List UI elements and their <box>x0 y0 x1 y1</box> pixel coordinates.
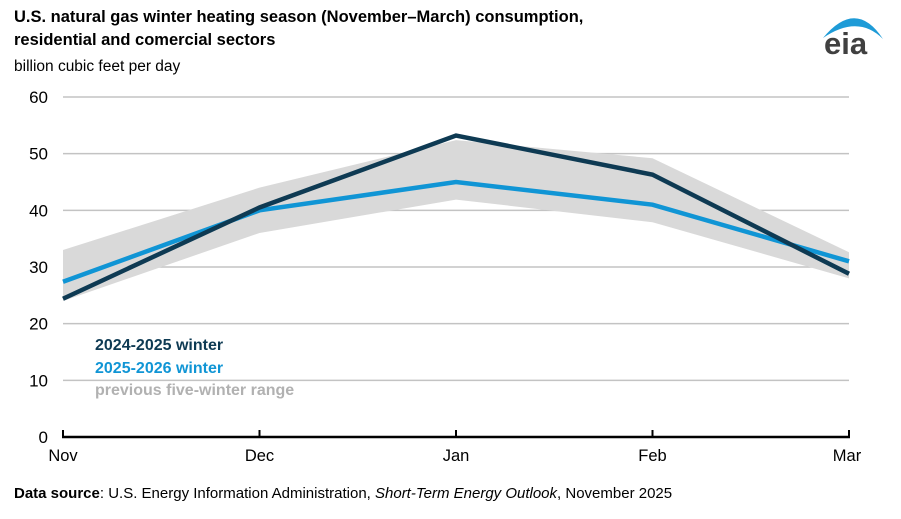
legend-item-five-winter-range: previous five-winter range <box>95 382 295 399</box>
data-source-publication: Short-Term Energy Outlook <box>375 485 558 502</box>
y-axis-label-50: 50 <box>29 145 48 164</box>
chart-title-line2: residential and comercial sectors <box>14 31 276 49</box>
x-axis-label-mar: Mar <box>833 447 862 465</box>
chart-title: U.S. natural gas winter heating season (… <box>14 6 804 52</box>
x-axis-label-jan: Jan <box>443 447 470 465</box>
x-axis-label-feb: Feb <box>638 447 666 465</box>
range-band-previous-five-winter-range <box>63 140 849 301</box>
y-axis-label-30: 30 <box>29 258 48 277</box>
data-source-label: Data source <box>14 485 100 502</box>
x-axis-label-nov: Nov <box>48 447 78 465</box>
chart-units-label: billion cubic feet per day <box>14 58 181 75</box>
data-source-text: : U.S. Energy Information Administration… <box>99 485 375 502</box>
data-source-date: , November 2025 <box>557 485 673 502</box>
eia-logo: eia <box>823 18 883 57</box>
series-line-2025-2026-winter <box>62 179 850 284</box>
eia-logo-swoosh-icon <box>823 18 883 39</box>
series-line-2024-2025-winter <box>62 133 851 301</box>
legend-item-2024-2025-winter: 2024-2025 winter <box>95 337 224 354</box>
eia-logo-text: eia <box>824 26 868 57</box>
legend-item-2025-2026-winter: 2025-2026 winter <box>95 359 224 377</box>
y-axis-label-60: 60 <box>29 88 48 107</box>
y-axis-label-20: 20 <box>29 315 48 334</box>
x-axis-label-dec: Dec <box>245 447 274 465</box>
y-axis-label-0: 0 <box>39 428 48 447</box>
y-axis-label-10: 10 <box>29 371 48 390</box>
chart-legend: 2024-2025 winter 2025-2026 winter previo… <box>95 335 294 403</box>
data-source-note: Data source: U.S. Energy Information Adm… <box>14 484 672 504</box>
chart-title-line1: U.S. natural gas winter heating season (… <box>14 8 584 26</box>
y-axis-label-40: 40 <box>29 201 48 220</box>
